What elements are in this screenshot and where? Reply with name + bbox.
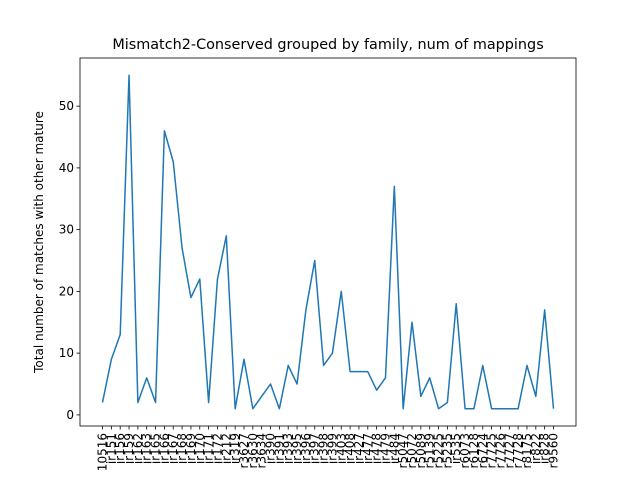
x-tick-label: ir171: [202, 433, 216, 464]
x-tick-label: r7725: [485, 433, 499, 468]
x-tick-label: ir828: [538, 433, 552, 464]
x-tick-label: ir479: [378, 433, 392, 464]
x-tick-label: ir399: [325, 433, 339, 464]
x-tick-label: r5225: [432, 433, 446, 468]
x-tick-label: ir403: [334, 433, 348, 464]
x-tick-label: r5235: [440, 433, 454, 468]
x-tick-label: r6128: [467, 433, 481, 468]
plot-frame: [79, 57, 577, 427]
x-tick-label: 10516: [96, 433, 110, 471]
x-tick-label: ir172: [210, 433, 224, 464]
y-tick-label: 40: [59, 161, 74, 175]
y-tick-label: 10: [59, 346, 74, 360]
x-tick-label: r7727: [502, 433, 516, 468]
x-tick-label: r6724: [476, 433, 490, 468]
x-tick-label: ir151: [104, 433, 118, 464]
y-axis-label: Total number of matches with other matur…: [32, 111, 46, 374]
x-tick-label: ir168: [175, 433, 189, 464]
x-tick-label: r5089: [414, 433, 428, 468]
x-tick-label: r7726: [493, 433, 507, 468]
x-tick-label: r5047: [396, 433, 410, 468]
x-tick-label: r9560: [547, 433, 561, 468]
x-tick-label: ir408: [343, 433, 357, 464]
x-tick-label: r6073: [458, 433, 472, 468]
x-tick-label: ir156: [113, 433, 127, 464]
x-tick-label: ir165: [149, 433, 163, 464]
x-tick-label: ir393: [281, 433, 295, 464]
y-tick-label: 20: [59, 284, 74, 298]
x-tick-label: r5072: [405, 433, 419, 468]
x-tick-label: ir212: [219, 433, 233, 464]
x-tick-label: ir391: [272, 433, 286, 464]
x-tick-label: ir398: [317, 433, 331, 464]
x-tick-label: ir477: [361, 433, 375, 464]
x-tick-label: ir166: [157, 433, 171, 464]
x-tick-label: ir167: [166, 433, 180, 464]
x-tick-label: r8175: [520, 433, 534, 468]
y-tick-label: 50: [59, 99, 74, 113]
x-tick-label: r3634: [255, 433, 269, 468]
x-tick-label: ir319: [228, 433, 242, 464]
x-tick-label: ir535: [449, 433, 463, 464]
x-tick-label: r5139: [423, 433, 437, 468]
x-tick-label: ir162: [131, 433, 145, 464]
x-tick-label: ir484: [387, 433, 401, 464]
x-tick-label: r7728: [511, 433, 525, 468]
y-tick-label: 30: [59, 223, 74, 237]
x-tick-label: ir159: [122, 433, 136, 464]
x-tick-label: ir390: [264, 433, 278, 464]
data-line: [101, 74, 555, 410]
x-tick-label: r3627: [237, 433, 251, 468]
x-tick-label: ir396: [299, 433, 313, 464]
x-tick-label: ir822: [529, 433, 543, 464]
y-tick-label: 0: [66, 408, 74, 422]
x-tick-label: r3630: [246, 433, 260, 468]
x-tick-label: ir170: [193, 433, 207, 464]
x-tick-label: ir395: [290, 433, 304, 464]
x-tick-label: ir397: [308, 433, 322, 464]
x-tick-label: ir427: [352, 433, 366, 464]
x-tick-label: ir163: [140, 433, 154, 464]
x-tick-label: ir169: [184, 433, 198, 464]
x-tick-label: ir478: [370, 433, 384, 464]
chart-title: Mismatch2-Conserved grouped by family, n…: [112, 37, 543, 53]
